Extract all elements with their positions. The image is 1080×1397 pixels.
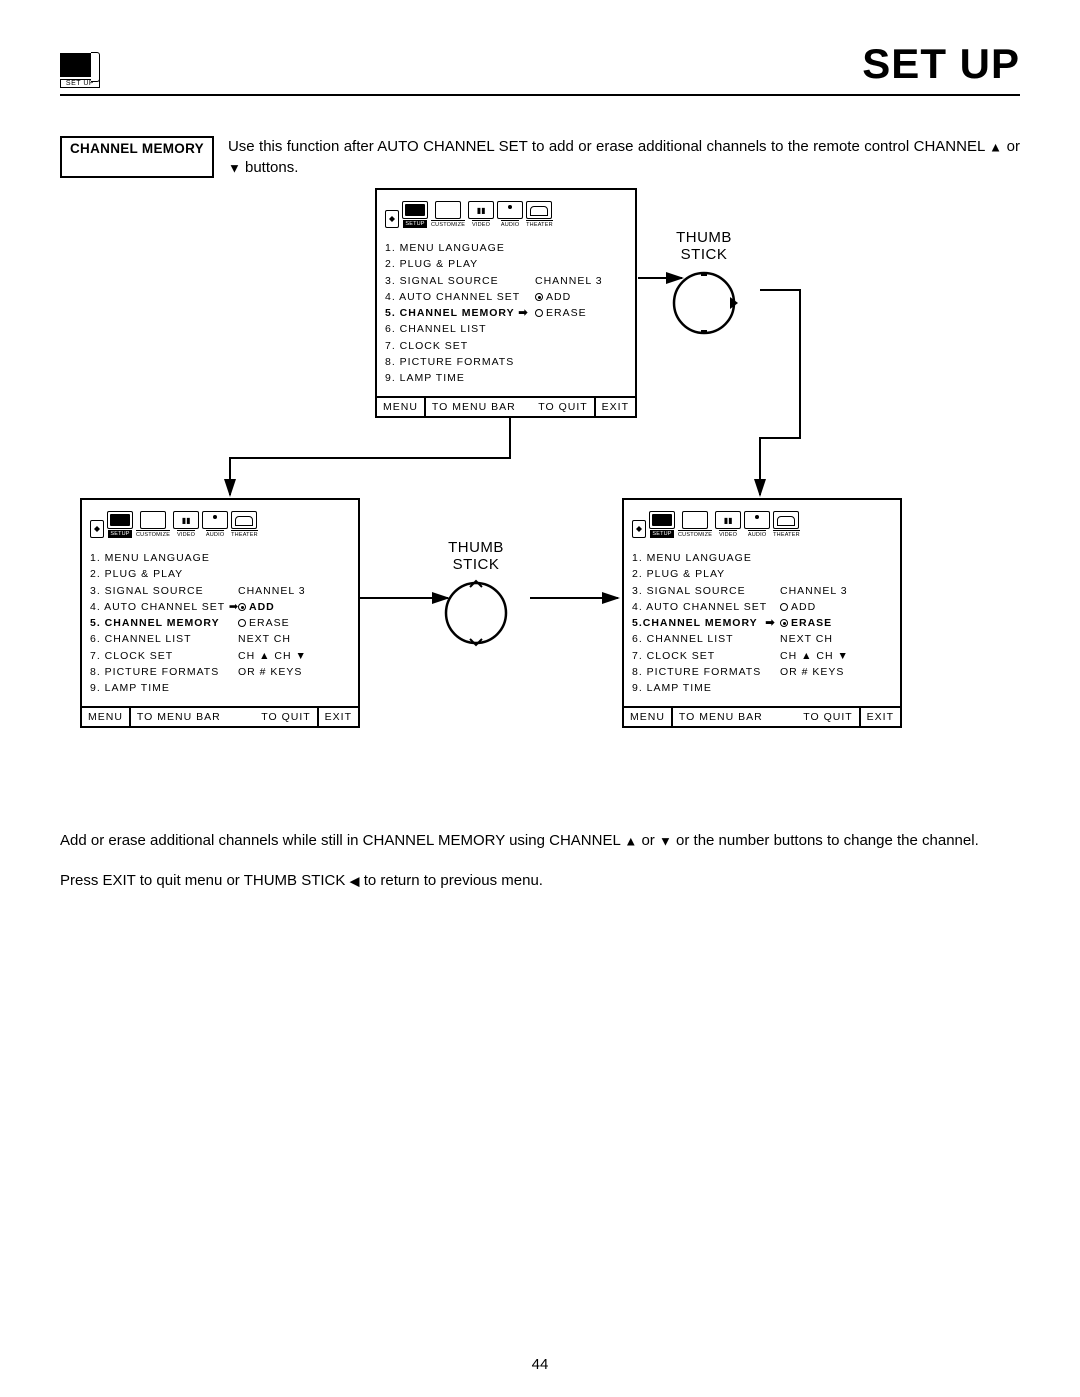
or-keys: OR # KEYS: [780, 664, 844, 680]
radio-filled-icon: [238, 603, 246, 611]
menu-item: 4. AUTO CHANNEL SET: [632, 599, 780, 615]
menu-item: 8. PICTURE FORMATS: [385, 354, 535, 370]
header: SET UP SET UP: [60, 40, 1020, 88]
ch-keys: CH ▲ CH ▼: [780, 648, 849, 664]
channel-value: CHANNEL 3: [238, 583, 306, 599]
menu-item: 7. CLOCK SET: [90, 648, 238, 664]
footer-to-menu-bar: TO MENU BAR: [424, 398, 532, 416]
menu-item: 3. SIGNAL SOURCE: [385, 273, 535, 289]
menu-panel-add: SETUP CUSTOMIZE VIDEO AUDIO THEATER 1. M…: [80, 498, 360, 728]
menu-item: 9. LAMP TIME: [90, 680, 238, 696]
page-number: 44: [0, 1356, 1080, 1373]
erase-option-selected: ERASE: [780, 615, 832, 631]
add-option: ADD: [780, 599, 816, 615]
menu-panel-erase: SETUP CUSTOMIZE VIDEO AUDIO THEATER 1. M…: [622, 498, 902, 728]
down-triangle-icon: ▼: [659, 834, 672, 849]
up-triangle-icon: ▲: [989, 140, 1002, 155]
tab-theater: THEATER: [526, 201, 553, 228]
intro-text-3: buttons.: [241, 159, 299, 176]
page-title: SET UP: [862, 40, 1020, 88]
menu-item-selected: 5.CHANNEL MEMORY ➡: [632, 615, 780, 631]
menu-item: 4. AUTO CHANNEL SET: [385, 289, 535, 305]
tab-video: VIDEO: [468, 201, 494, 228]
next-ch: NEXT CH: [238, 631, 291, 647]
ch-keys: CH ▲ CH ▼: [238, 648, 307, 664]
tab-audio: AUDIO: [497, 201, 523, 228]
setup-icon: SET UP: [60, 53, 102, 88]
menu-item: 6. CHANNEL LIST: [90, 631, 238, 647]
intro-text-1: Use this function after AUTO CHANNEL SET…: [228, 138, 989, 155]
intro-block: CHANNEL MEMORY Use this function after A…: [60, 136, 1020, 178]
tab-arrows: [385, 210, 399, 228]
tab-strip: SETUP CUSTOMIZE VIDEO AUDIO THEATER: [632, 508, 892, 538]
panel-footer: MENU TO MENU BAR TO QUIT EXIT: [377, 396, 635, 416]
tab-setup: SETUP: [402, 201, 428, 228]
erase-option: ERASE: [238, 615, 290, 631]
menu-list: 1. MENU LANGUAGE 2. PLUG & PLAY 3. SIGNA…: [90, 550, 350, 696]
intro-text: Use this function after AUTO CHANNEL SET…: [228, 136, 1020, 178]
tab-strip: SETUP CUSTOMIZE VIDEO AUDIO THEATER: [385, 198, 627, 228]
radio-filled-icon: [535, 293, 543, 301]
menu-item: 1. MENU LANGUAGE: [90, 550, 238, 566]
tab-customize: CUSTOMIZE: [431, 201, 465, 228]
add-option-selected: ADD: [238, 599, 275, 615]
radio-empty-icon: [238, 619, 246, 627]
menu-item: 8. PICTURE FORMATS: [90, 664, 238, 680]
next-ch: NEXT CH: [780, 631, 833, 647]
menu-item-selected: 5. CHANNEL MEMORY ➡: [385, 305, 535, 321]
header-rule: [60, 94, 1020, 96]
channel-value: CHANNEL 3: [780, 583, 848, 599]
footer-exit: EXIT: [594, 398, 635, 416]
body-text: Add or erase additional channels while s…: [60, 830, 1020, 892]
menu-list: 1. MENU LANGUAGE 2. PLUG & PLAY 3. SIGNA…: [632, 550, 892, 696]
tab-strip: SETUP CUSTOMIZE VIDEO AUDIO THEATER: [90, 508, 350, 538]
menu-item: 4. AUTO CHANNEL SET ➡: [90, 599, 238, 615]
right-arrow-icon: ➡: [518, 308, 528, 319]
menu-list: 1. MENU LANGUAGE 2. PLUG & PLAY 3. SIGNA…: [385, 240, 627, 386]
menu-item: 3. SIGNAL SOURCE: [632, 583, 780, 599]
menu-item: 8. PICTURE FORMATS: [632, 664, 780, 680]
radio-empty-icon: [535, 309, 543, 317]
menu-item: 1. MENU LANGUAGE: [632, 550, 780, 566]
left-triangle-icon: ◀: [350, 873, 360, 888]
menu-item: 7. CLOCK SET: [385, 338, 535, 354]
menu-item: 3. SIGNAL SOURCE: [90, 583, 238, 599]
up-triangle-icon: ▲: [624, 834, 637, 849]
radio-empty-icon: [780, 603, 788, 611]
menu-panel-top: SETUP CUSTOMIZE VIDEO AUDIO THEATER 1. M…: [375, 188, 637, 418]
thumb-stick-icon: [440, 577, 512, 649]
menu-item: 2. PLUG & PLAY: [632, 566, 780, 582]
thumb-stick-icon: [668, 267, 740, 339]
menu-item: 9. LAMP TIME: [385, 370, 535, 386]
menu-item-selected: 5. CHANNEL MEMORY: [90, 615, 238, 631]
menu-item: 9. LAMP TIME: [632, 680, 780, 696]
menu-item: 6. CHANNEL LIST: [385, 321, 535, 337]
add-option: ADD: [535, 289, 571, 305]
menu-item: 2. PLUG & PLAY: [90, 566, 238, 582]
thumb-stick-label: THUMB STICK: [668, 230, 740, 263]
thumb-stick-label: THUMB STICK: [440, 540, 512, 573]
menu-item: 6. CHANNEL LIST: [632, 631, 780, 647]
menu-item: 1. MENU LANGUAGE: [385, 240, 535, 256]
panel-footer: MENU TO MENU BAR TO QUIT EXIT: [82, 706, 358, 726]
right-arrow-icon: ➡: [765, 618, 775, 629]
channel-memory-label: CHANNEL MEMORY: [60, 136, 214, 178]
body-para-1: Add or erase additional channels while s…: [60, 830, 1020, 852]
menu-item: 2. PLUG & PLAY: [385, 256, 535, 272]
intro-text-2: or: [1002, 138, 1020, 155]
thumb-stick-2: THUMB STICK: [440, 540, 512, 649]
menu-item: 7. CLOCK SET: [632, 648, 780, 664]
down-triangle-icon: ▼: [228, 161, 241, 176]
thumb-stick-1: THUMB STICK: [668, 230, 740, 339]
or-keys: OR # KEYS: [238, 664, 302, 680]
footer-to-quit: TO QUIT: [532, 398, 593, 416]
diagram-area: SETUP CUSTOMIZE VIDEO AUDIO THEATER 1. M…: [60, 188, 1020, 798]
channel-value: CHANNEL 3: [535, 273, 603, 289]
body-para-2: Press EXIT to quit menu or THUMB STICK ◀…: [60, 870, 1020, 892]
radio-filled-icon: [780, 619, 788, 627]
footer-menu: MENU: [377, 398, 424, 416]
erase-option: ERASE: [535, 305, 587, 321]
panel-footer: MENU TO MENU BAR TO QUIT EXIT: [624, 706, 900, 726]
